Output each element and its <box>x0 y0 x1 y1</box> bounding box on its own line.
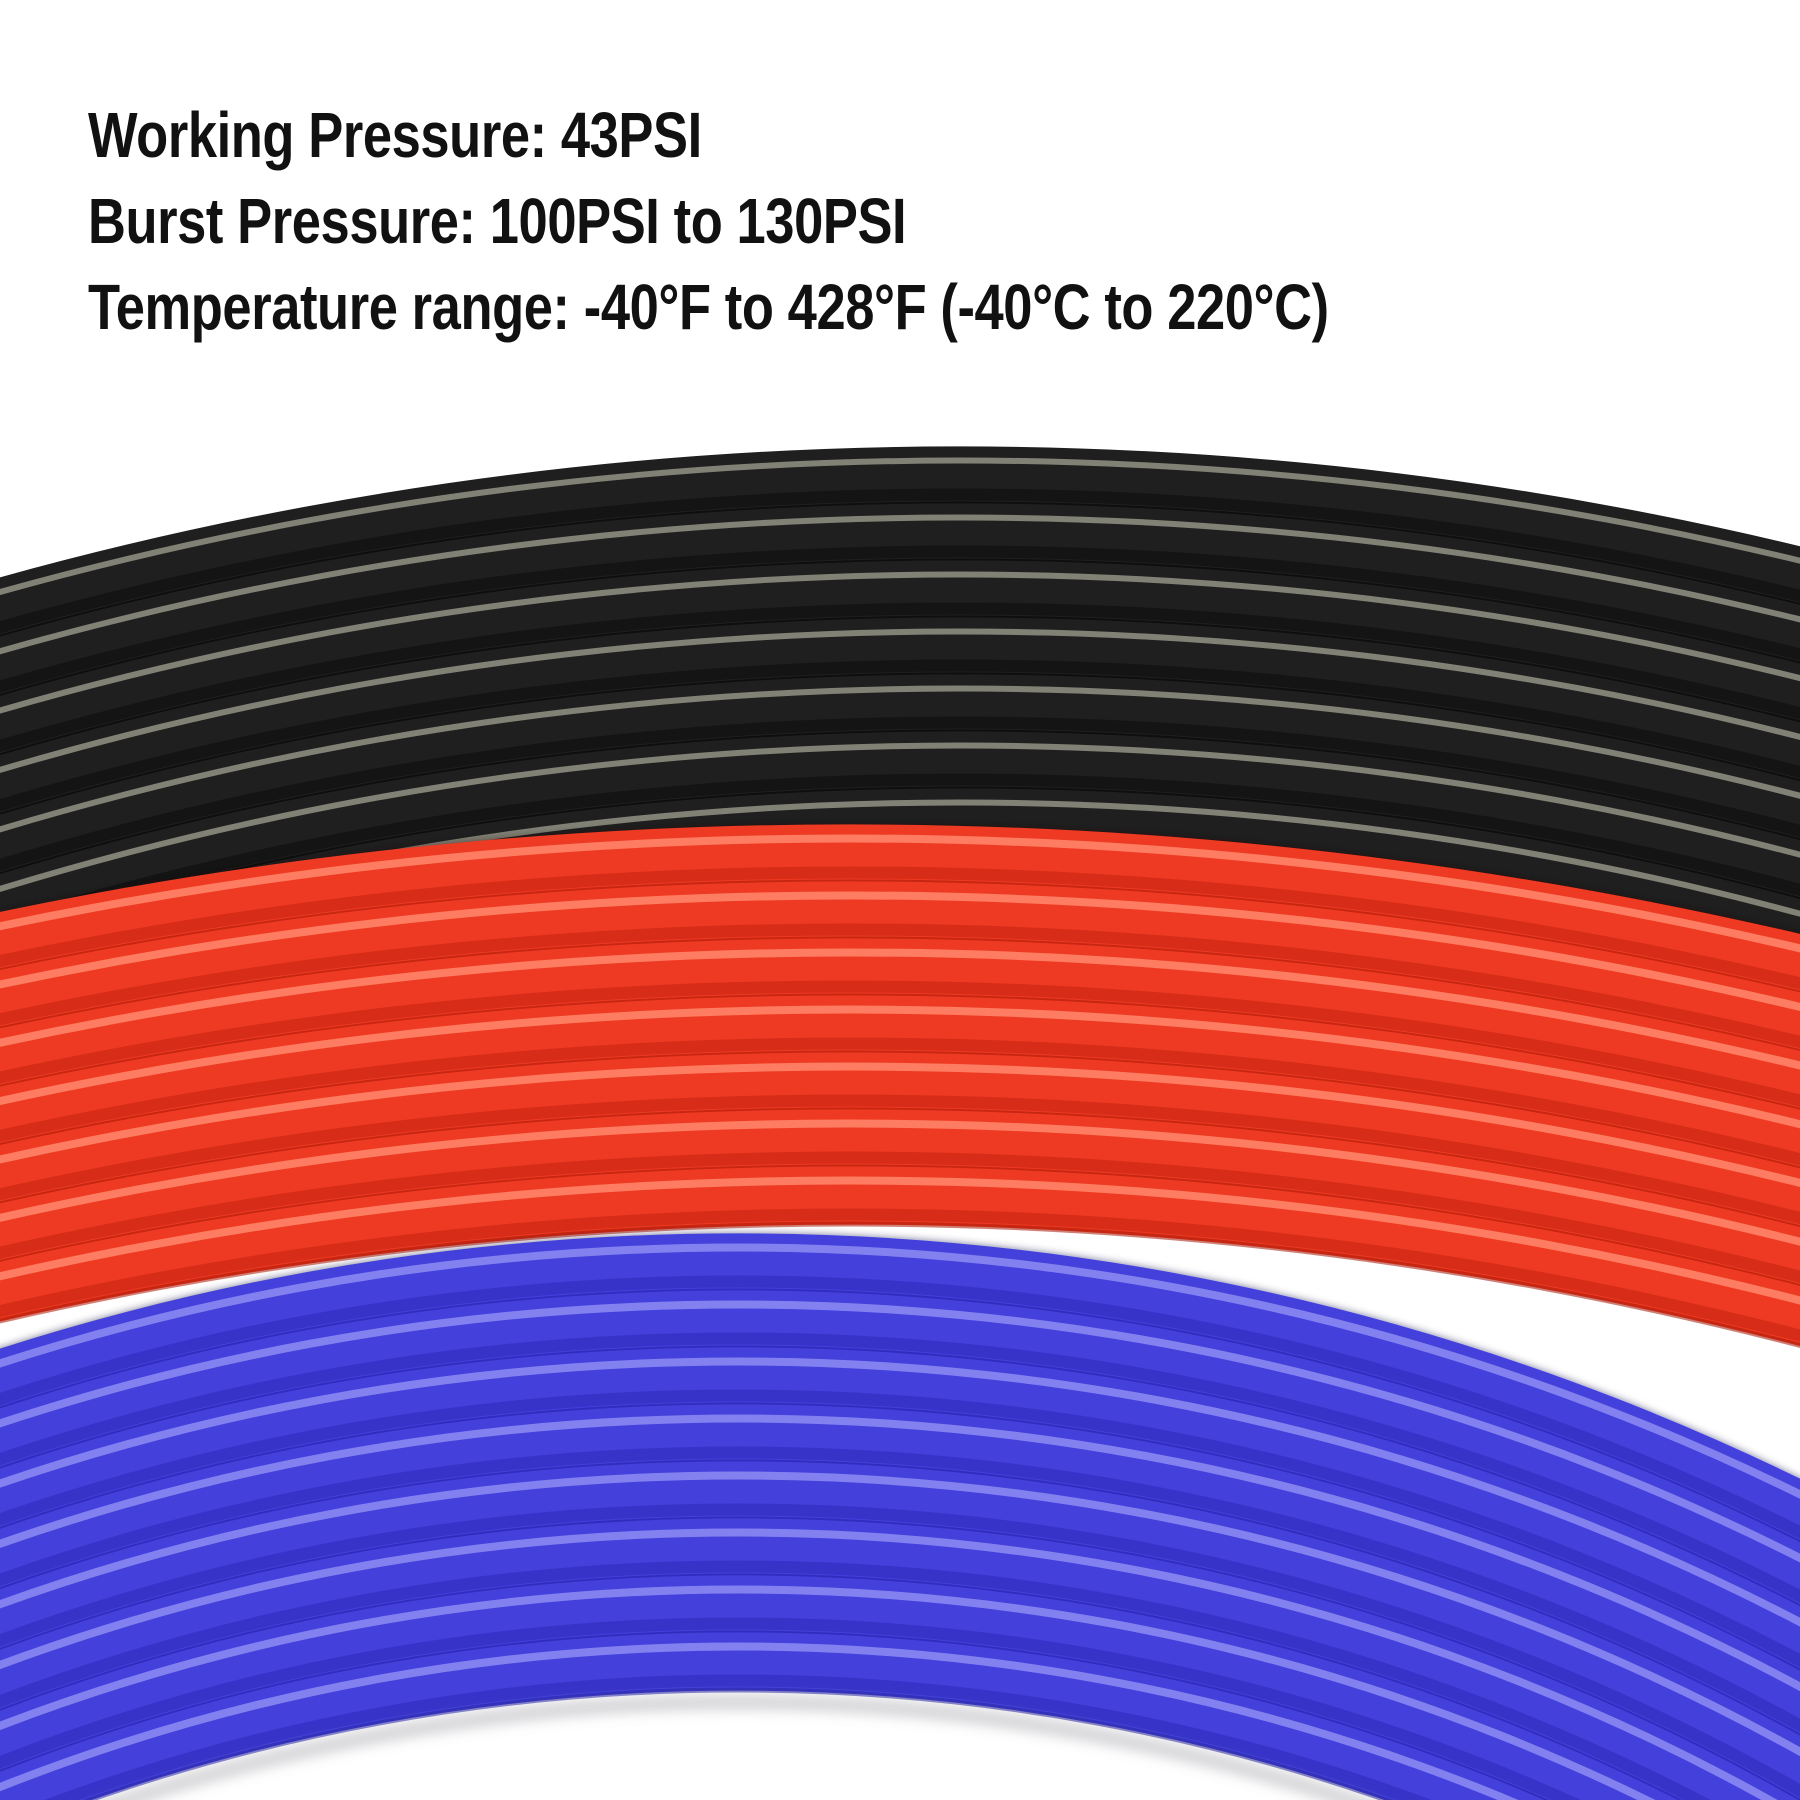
spec-line-burst-pressure: Burst Pressure: 100PSI to 130PSI <box>88 185 907 257</box>
black-tubing-coil <box>0 447 1800 998</box>
red-tubing-coil <box>0 825 1800 1350</box>
spec-line-working-pressure: Working Pressure: 43PSI <box>88 99 702 171</box>
spec-text-block: Working Pressure: 43PSI Burst Pressure: … <box>88 92 1601 350</box>
blue-tubing-coil <box>0 1233 1800 1800</box>
spec-line-temperature-range: Temperature range: -40°F to 428°F (-40°C… <box>88 271 1329 343</box>
coil-hole-shadow <box>103 1694 1373 1800</box>
